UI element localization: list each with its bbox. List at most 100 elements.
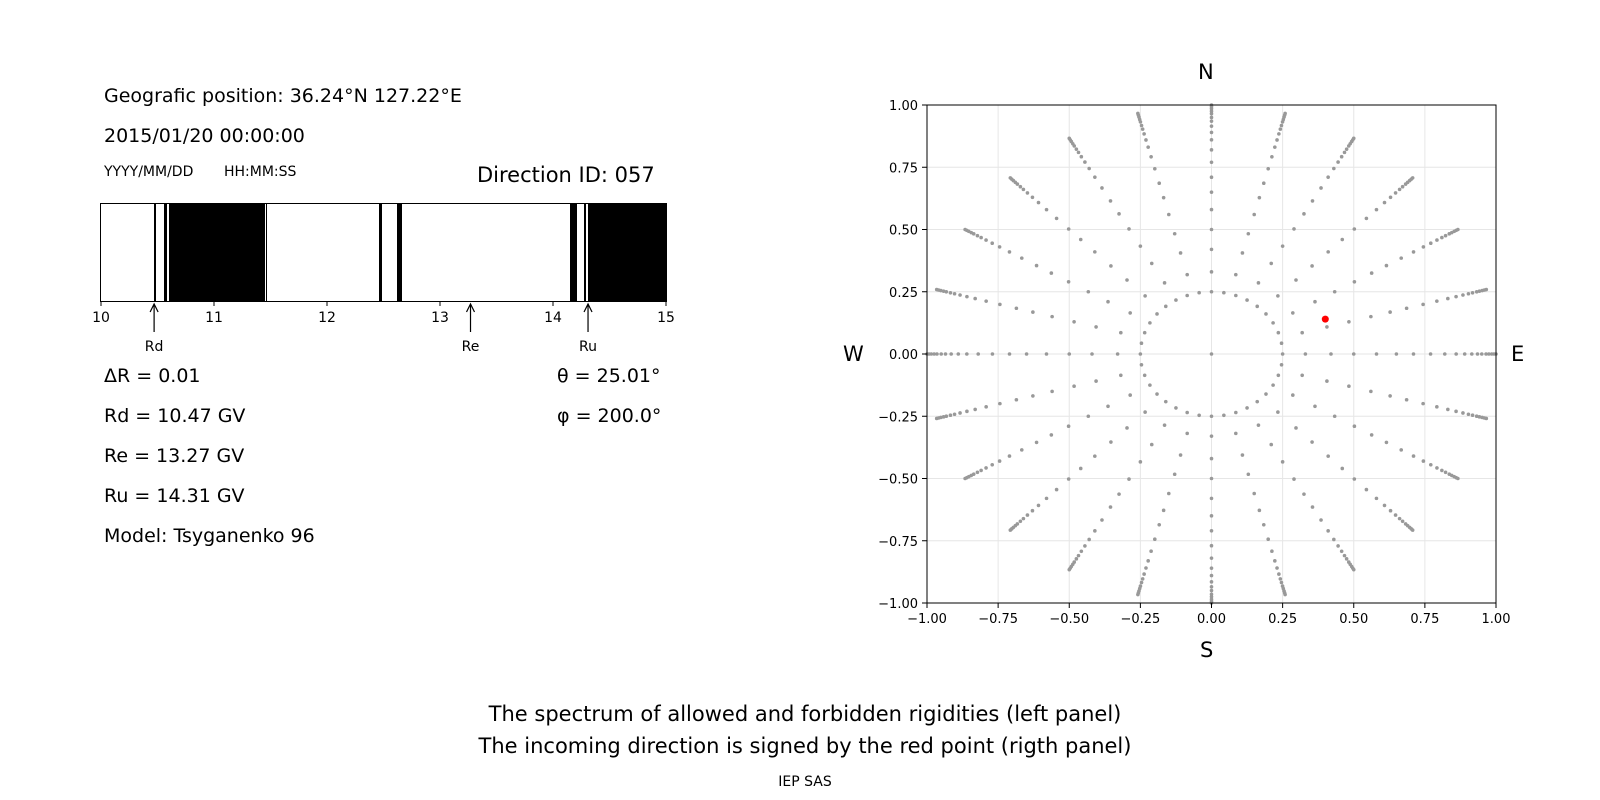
direction-point: [1067, 136, 1072, 141]
spectrum-tick-label: 10: [92, 310, 110, 326]
direction-point: [1279, 123, 1284, 128]
geographic-position: Geografic position: 36.24°N 127.22°E: [104, 85, 462, 107]
direction-point: [1139, 363, 1144, 367]
direction-point: [1209, 270, 1214, 274]
y-tick-label: 0.75: [889, 161, 918, 176]
marker-arrowhead: [465, 302, 476, 313]
x-tick-label: −1.00: [907, 612, 947, 627]
direction-point: [1446, 407, 1450, 412]
direction-point: [1336, 544, 1340, 548]
direction-point: [1252, 212, 1257, 217]
direction-point: [1277, 572, 1281, 576]
direction-point: [1310, 440, 1314, 444]
x-tick-label: −0.50: [1049, 612, 1089, 627]
direction-point: [1209, 130, 1214, 135]
x-tick-label: 0.00: [1197, 612, 1226, 627]
direction-point: [1326, 175, 1330, 179]
direction-point: [1163, 304, 1168, 309]
direction-point: [1222, 290, 1226, 295]
direction-point: [1234, 293, 1238, 298]
direction-point: [1271, 383, 1275, 387]
direction-point: [1388, 195, 1393, 200]
direction-point: [1275, 138, 1279, 142]
direction-point: [1404, 397, 1409, 402]
direction-point: [1303, 352, 1308, 356]
direction-point: [1246, 472, 1251, 477]
direction-point: [1209, 109, 1214, 114]
direction-point: [1255, 399, 1260, 404]
direction-point: [1273, 145, 1277, 149]
spectrum-tick-label: 15: [657, 310, 675, 326]
direction-point: [1025, 191, 1030, 195]
direction-point: [1428, 241, 1433, 245]
direction-point: [1093, 175, 1097, 179]
direction-point: [1024, 352, 1029, 356]
direction-point: [1044, 352, 1049, 356]
x-tick-label: 0.50: [1339, 612, 1368, 627]
direction-point: [1374, 207, 1379, 212]
direction-point: [1049, 433, 1054, 437]
direction-point: [1209, 138, 1214, 142]
compass-north: N: [1198, 60, 1214, 84]
direction-point: [944, 290, 949, 294]
direction-point: [1234, 410, 1238, 415]
direction-point: [1344, 147, 1349, 151]
direction-point: [1174, 298, 1178, 302]
direction-point: [1172, 231, 1177, 236]
direction-point: [1384, 263, 1389, 268]
x-tick-label: 0.75: [1410, 612, 1439, 627]
direction-point: [1397, 516, 1402, 521]
direction-point: [1440, 468, 1444, 473]
compass-south: S: [1200, 638, 1214, 662]
footer-line-2: The incoming direction is signed by the …: [478, 734, 1132, 758]
direction-point: [1007, 454, 1012, 458]
direction-point: [1388, 310, 1392, 314]
direction-point: [1399, 256, 1404, 260]
time-format-label: HH:MM:SS: [224, 164, 297, 180]
rigidity-spectrum-bar: [100, 203, 667, 302]
direction-point: [1369, 433, 1374, 437]
footer-line-1: The spectrum of allowed and forbidden ri…: [488, 702, 1122, 726]
marker-label: Ru: [579, 339, 597, 355]
direction-point: [1149, 154, 1153, 159]
direction-point: [1185, 431, 1190, 436]
direction-point: [1291, 393, 1295, 397]
y-tick-label: −1.00: [878, 597, 918, 612]
direction-point: [1484, 287, 1489, 292]
spectrum-tick-label: 14: [544, 310, 562, 326]
direction-point: [1066, 227, 1071, 231]
direction-point: [963, 227, 967, 232]
direction-point: [1340, 466, 1345, 471]
direction-point: [1428, 463, 1433, 467]
direction-point: [1325, 379, 1329, 383]
direction-point: [1352, 424, 1357, 429]
direction-point: [1178, 251, 1183, 255]
direction-point: [1256, 281, 1261, 285]
direction-point: [1079, 549, 1084, 554]
direction-point: [1329, 352, 1333, 356]
direction-point: [1149, 261, 1154, 266]
direction-point: [1347, 319, 1351, 324]
direction-point: [1428, 352, 1433, 356]
direction-point: [1252, 491, 1257, 496]
y-tick-label: −0.75: [878, 535, 918, 550]
direction-point: [1149, 549, 1153, 554]
model-name: Model: Tsyganenko 96: [104, 525, 315, 547]
direction-point: [1128, 311, 1132, 315]
direction-point: [1352, 279, 1357, 284]
direction-point: [1246, 231, 1251, 236]
direction-point: [1117, 212, 1121, 216]
direction-point: [1083, 544, 1087, 548]
direction-point: [1146, 559, 1150, 563]
direction-point: [1162, 281, 1167, 285]
direction-point: [1369, 314, 1373, 319]
direction-point: [1294, 426, 1298, 430]
direction-point: [943, 352, 948, 356]
marker-label: Re: [462, 339, 480, 355]
direction-point: [1475, 352, 1480, 356]
direction-point: [1019, 256, 1024, 260]
direction-point: [979, 468, 983, 473]
direction-point: [1066, 424, 1071, 429]
direction-point: [1030, 195, 1035, 200]
direction-point: [1300, 373, 1304, 378]
